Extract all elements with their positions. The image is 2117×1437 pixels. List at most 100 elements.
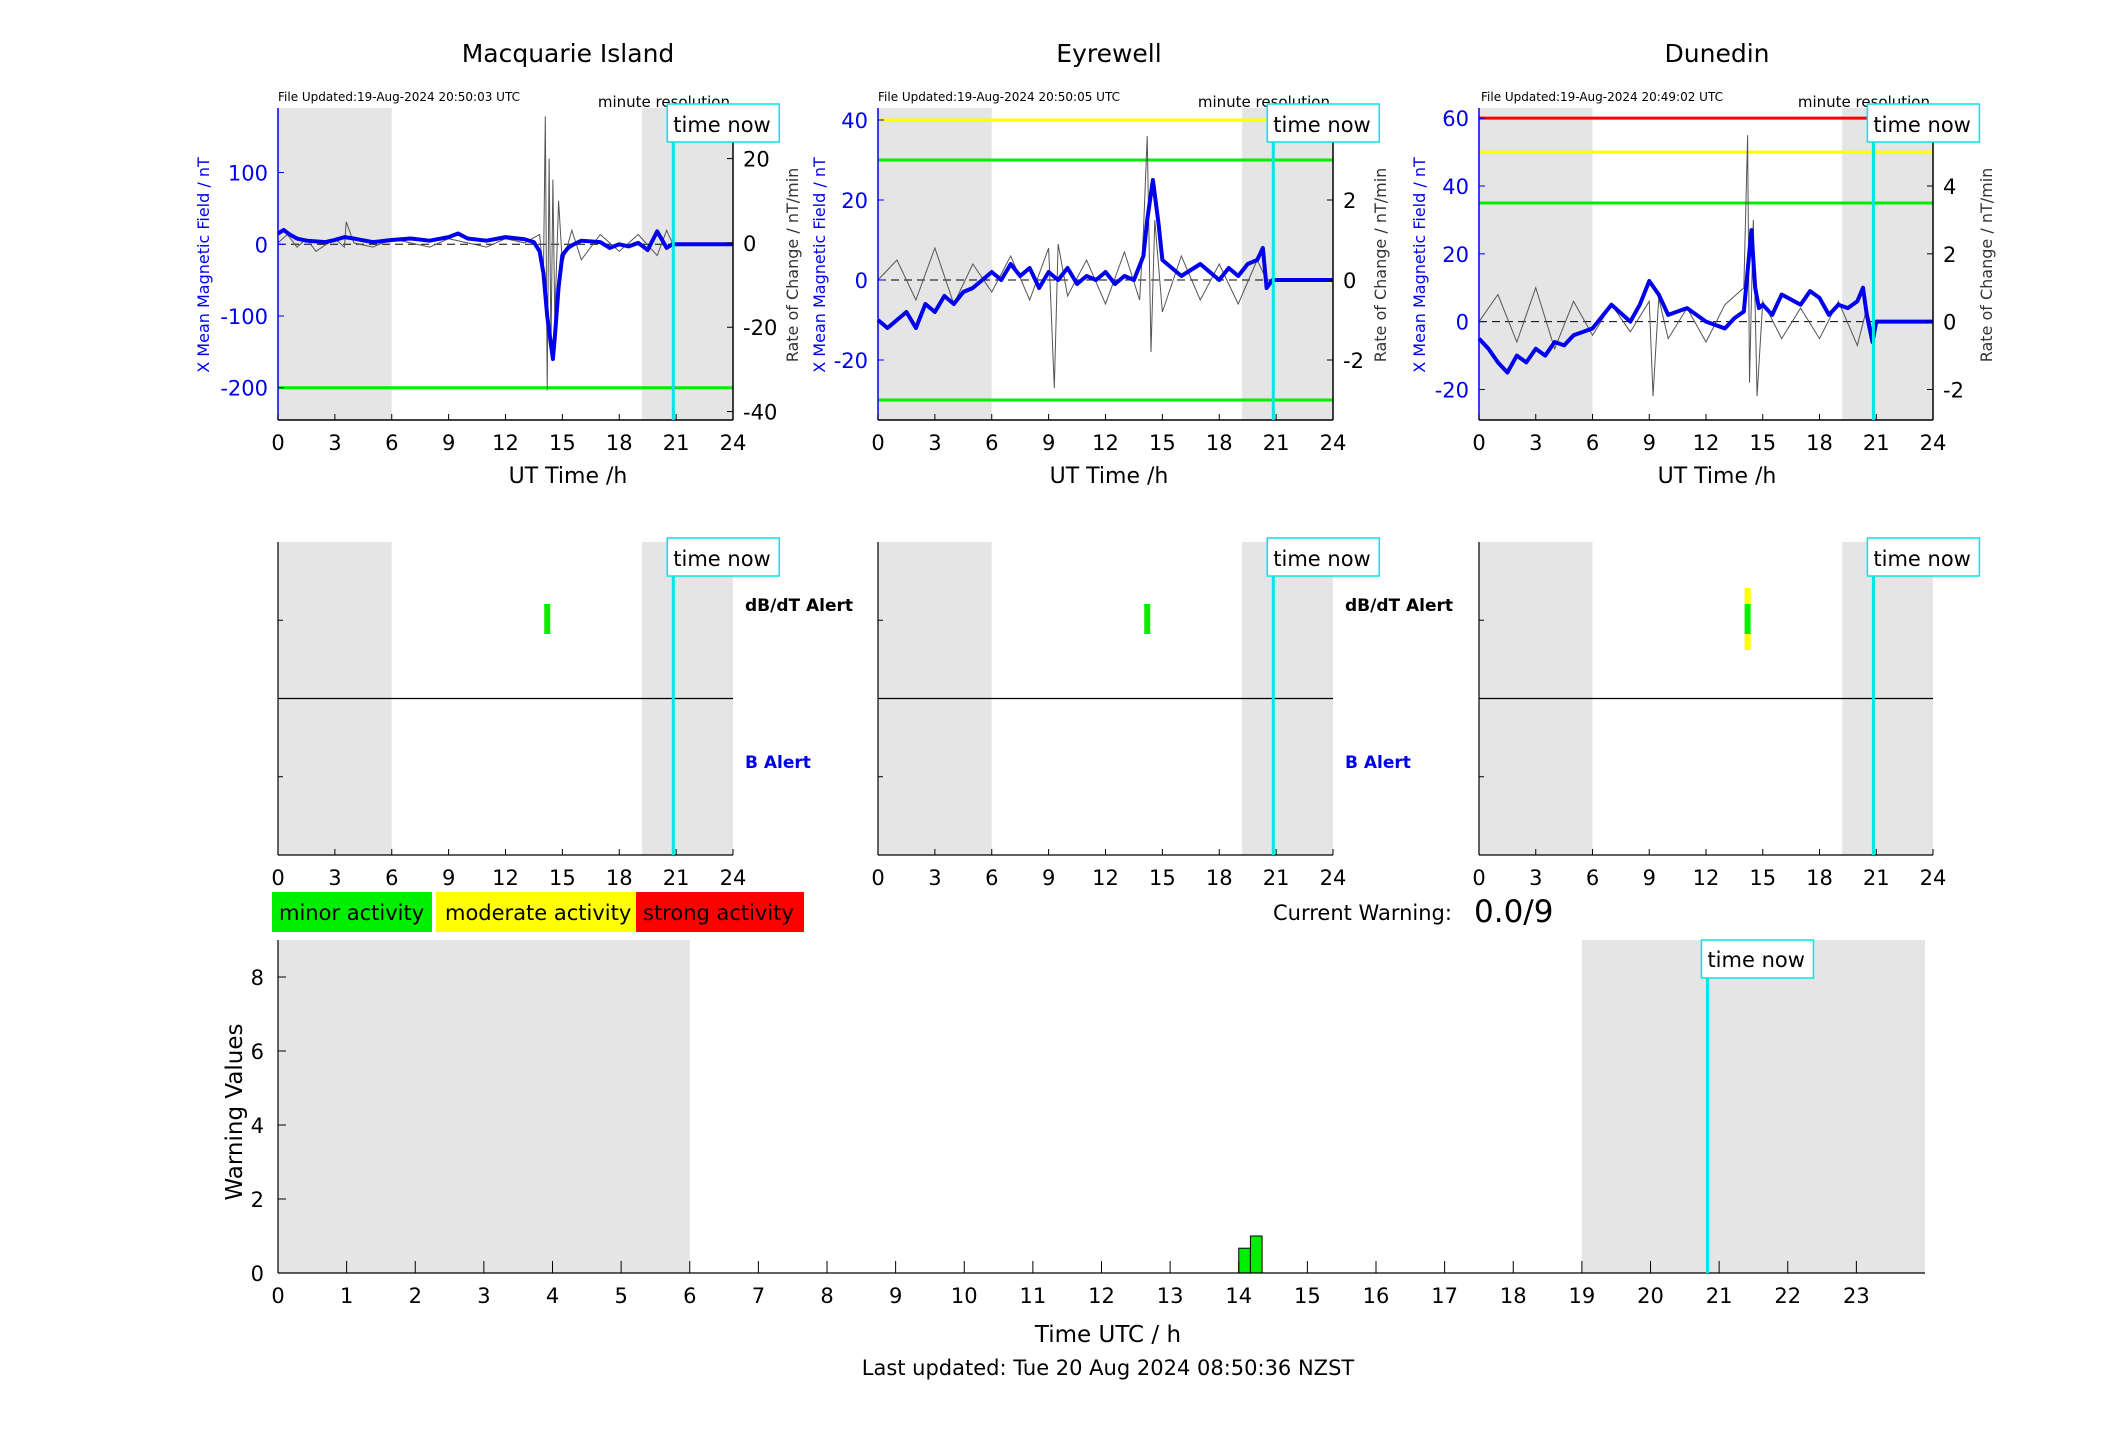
x-tick-label: 0 [871, 866, 884, 890]
x-tick-label: 19 [1569, 1284, 1596, 1308]
left-y-tick-label: 0 [1456, 311, 1469, 335]
x-tick-label: 12 [492, 431, 519, 455]
right-y-axis-label: Rate of Change / nT/min [1977, 168, 1996, 363]
y-tick-label: 4 [251, 1114, 264, 1138]
x-tick-label: 6 [683, 1284, 696, 1308]
legend-minor-label: minor activity [279, 901, 424, 925]
x-tick-label: 6 [985, 431, 998, 455]
x-tick-label: 15 [1749, 431, 1776, 455]
file-updated-label: File Updated:19-Aug-2024 20:50:03 UTC [278, 90, 520, 104]
x-tick-label: 3 [1529, 431, 1542, 455]
x-tick-label: 9 [1643, 431, 1656, 455]
x-tick-label: 24 [720, 431, 747, 455]
x-tick-label: 18 [1806, 866, 1833, 890]
x-tick-label: 18 [1500, 1284, 1527, 1308]
x-tick-label: 21 [1706, 1284, 1733, 1308]
x-tick-label: 15 [549, 431, 576, 455]
x-tick-label: 6 [1586, 866, 1599, 890]
y-tick-label: 2 [251, 1188, 264, 1212]
x-tick-label: 18 [606, 866, 633, 890]
night-shade [278, 108, 392, 420]
x-tick-label: 3 [928, 866, 941, 890]
x-tick-label: 9 [1643, 866, 1656, 890]
x-tick-label: 5 [614, 1284, 627, 1308]
x-tick-label: 21 [663, 431, 690, 455]
x-tick-label: 3 [1529, 866, 1542, 890]
x-tick-label: 14 [1225, 1284, 1252, 1308]
x-tick-label: 18 [1206, 866, 1233, 890]
x-tick-label: 12 [1693, 431, 1720, 455]
time-now-label: time now [673, 547, 770, 571]
activity-legend: minor activity moderate activity strong … [272, 892, 804, 932]
x-axis-label: UT Time /h [1050, 464, 1169, 489]
x-tick-label: 21 [663, 866, 690, 890]
right-y-tick-label: 2 [1343, 189, 1356, 213]
x-tick-label: 4 [546, 1284, 559, 1308]
x-tick-label: 16 [1363, 1284, 1390, 1308]
x-tick-label: 24 [1920, 431, 1947, 455]
x-tick-label: 15 [1294, 1284, 1321, 1308]
left-y-tick-label: -20 [834, 349, 868, 373]
x-tick-label: 17 [1431, 1284, 1458, 1308]
right-y-axis-label: Rate of Change / nT/min [783, 168, 802, 363]
time-now-box [1866, 103, 1981, 143]
x-tick-label: 10 [951, 1284, 978, 1308]
left-y-tick-label: 20 [841, 189, 868, 213]
current-warning-value: 0.0/9 [1474, 894, 1553, 930]
x-tick-label: 12 [1092, 866, 1119, 890]
dunedin-field-chart: Dunedin File Updated:19-Aug-2024 20:49:0… [1410, 39, 1996, 489]
x-tick-label: 2 [409, 1284, 422, 1308]
time-now-box [1266, 537, 1381, 577]
x-tick-label: 18 [1806, 431, 1833, 455]
macquarie-alert-panel: dB/dT Alert B Alert 0 3 6 9 12 15 18 21 24 time n… [271, 537, 853, 890]
x-tick-label: 9 [889, 1284, 902, 1308]
right-y-tick-label: -20 [743, 316, 777, 340]
x-tick-label: 0 [271, 431, 284, 455]
x-tick-label: 0 [1472, 866, 1485, 890]
rate-series-line [1478, 135, 1873, 397]
y-tick-label: 6 [251, 1040, 264, 1064]
night-shade [642, 108, 733, 420]
x-tick-label: 7 [752, 1284, 765, 1308]
dbdt-alert-mark-minor [1744, 604, 1751, 634]
dbdt-alert-mark-minor [1144, 604, 1151, 634]
x-tick-label: 6 [385, 431, 398, 455]
eyrewell-field-chart: Eyrewell File Updated:19-Aug-2024 20:50:… [810, 39, 1390, 489]
x-tick-label: 21 [1263, 431, 1290, 455]
x-tick-label: 24 [1320, 431, 1347, 455]
rate-series-line [277, 116, 673, 391]
bottom-y-axis-label: Warning Values [222, 1023, 248, 1200]
night-shade [878, 108, 992, 420]
left-y-axis-label: X Mean Magnetic Field / nT [194, 157, 213, 373]
right-y-tick-label: -2 [1343, 349, 1364, 373]
x-tick-label: 21 [1863, 431, 1890, 455]
time-now-label: time now [673, 113, 770, 137]
x-tick-label: 6 [985, 866, 998, 890]
x-tick-label: 24 [1920, 866, 1947, 890]
time-now-box [1700, 939, 1815, 979]
x-tick-label: 8 [820, 1284, 833, 1308]
field-series-line [1477, 228, 1933, 375]
time-now-label: time now [1273, 547, 1370, 571]
right-y-tick-label: 0 [1943, 311, 1956, 335]
left-y-tick-label: 100 [228, 162, 268, 186]
x-tick-label: 15 [1149, 866, 1176, 890]
time-now-label: time now [1873, 547, 1970, 571]
legend-minor-swatch [272, 892, 432, 932]
file-updated-label: File Updated:19-Aug-2024 20:49:02 UTC [1481, 90, 1723, 104]
x-tick-label: 12 [492, 866, 519, 890]
x-tick-label: 23 [1843, 1284, 1870, 1308]
left-y-tick-label: -200 [220, 377, 268, 401]
x-tick-label: 12 [1092, 431, 1119, 455]
x-tick-label: 12 [1693, 866, 1720, 890]
x-axis-label: UT Time /h [1658, 464, 1777, 489]
x-tick-label: 24 [720, 866, 747, 890]
x-tick-label: 0 [871, 431, 884, 455]
b-alert-label: B Alert [745, 753, 811, 773]
station-title: Dunedin [1665, 39, 1770, 68]
night-shade [1581, 940, 1925, 1273]
x-tick-label: 11 [1020, 1284, 1047, 1308]
bottom-x-axis-label: Time UTC / h [1034, 1322, 1181, 1348]
y-tick-label: 0 [251, 1262, 264, 1286]
right-y-tick-label: -40 [743, 401, 777, 425]
